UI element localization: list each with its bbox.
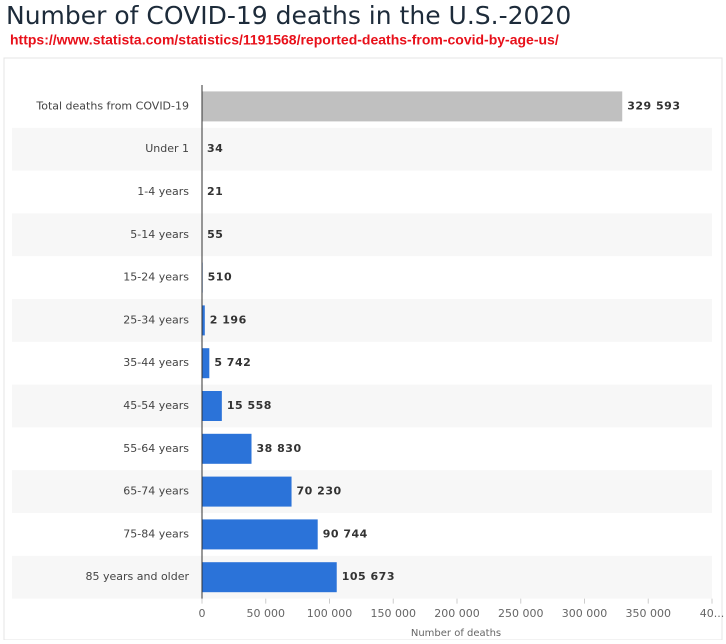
y-tick-label: 55-64 years	[123, 442, 189, 455]
value-label: 38 830	[257, 442, 302, 455]
bar	[202, 391, 222, 421]
value-label: 34	[207, 142, 223, 155]
source-url: https://www.statista.com/statistics/1191…	[10, 32, 559, 48]
value-label: 55	[207, 228, 223, 241]
y-tick-label: 45-54 years	[123, 399, 189, 412]
bar	[202, 477, 292, 507]
row-band	[12, 213, 712, 256]
row-band	[12, 385, 712, 428]
chart-title: Number of COVID-19 deaths in the U.S.-20…	[6, 1, 571, 30]
y-tick-label: Total deaths from COVID-19	[35, 99, 189, 112]
x-tick-label: 0	[199, 607, 206, 620]
x-tick-label: 200 000	[434, 607, 480, 620]
bar	[202, 562, 337, 592]
row-band	[12, 470, 712, 513]
x-tick-label: 40...	[700, 607, 725, 620]
value-label: 510	[208, 271, 232, 284]
row-band	[12, 128, 712, 171]
value-label: 105 673	[342, 570, 395, 583]
y-tick-label: 25-34 years	[123, 313, 189, 326]
value-label: 21	[207, 185, 223, 198]
value-label: 2 196	[210, 313, 247, 326]
y-tick-label: 15-24 years	[123, 271, 189, 284]
y-tick-label: 1-4 years	[137, 185, 189, 198]
x-tick-label: 50 000	[247, 607, 286, 620]
value-label: 15 558	[227, 399, 272, 412]
value-label: 90 744	[323, 527, 368, 540]
x-tick-label: 300 000	[562, 607, 608, 620]
y-tick-label: 5-14 years	[130, 228, 189, 241]
y-tick-label: 85 years and older	[85, 570, 189, 583]
x-tick-label: 100 000	[307, 607, 353, 620]
value-label: 70 230	[297, 485, 342, 498]
x-tick-label: 250 000	[498, 607, 544, 620]
x-axis-title: Number of deaths	[411, 628, 501, 639]
y-tick-label: 35-44 years	[123, 356, 189, 369]
bar	[202, 434, 252, 464]
bar	[202, 348, 209, 378]
row-band	[12, 299, 712, 342]
bar	[202, 91, 622, 121]
value-label: 329 593	[627, 99, 680, 112]
x-tick-label: 350 000	[626, 607, 672, 620]
value-label: 5 742	[214, 356, 251, 369]
bar	[202, 519, 318, 549]
y-tick-label: 65-74 years	[123, 485, 189, 498]
x-tick-label: 150 000	[371, 607, 417, 620]
y-tick-label: Under 1	[145, 142, 189, 155]
y-tick-label: 75-84 years	[123, 527, 189, 540]
